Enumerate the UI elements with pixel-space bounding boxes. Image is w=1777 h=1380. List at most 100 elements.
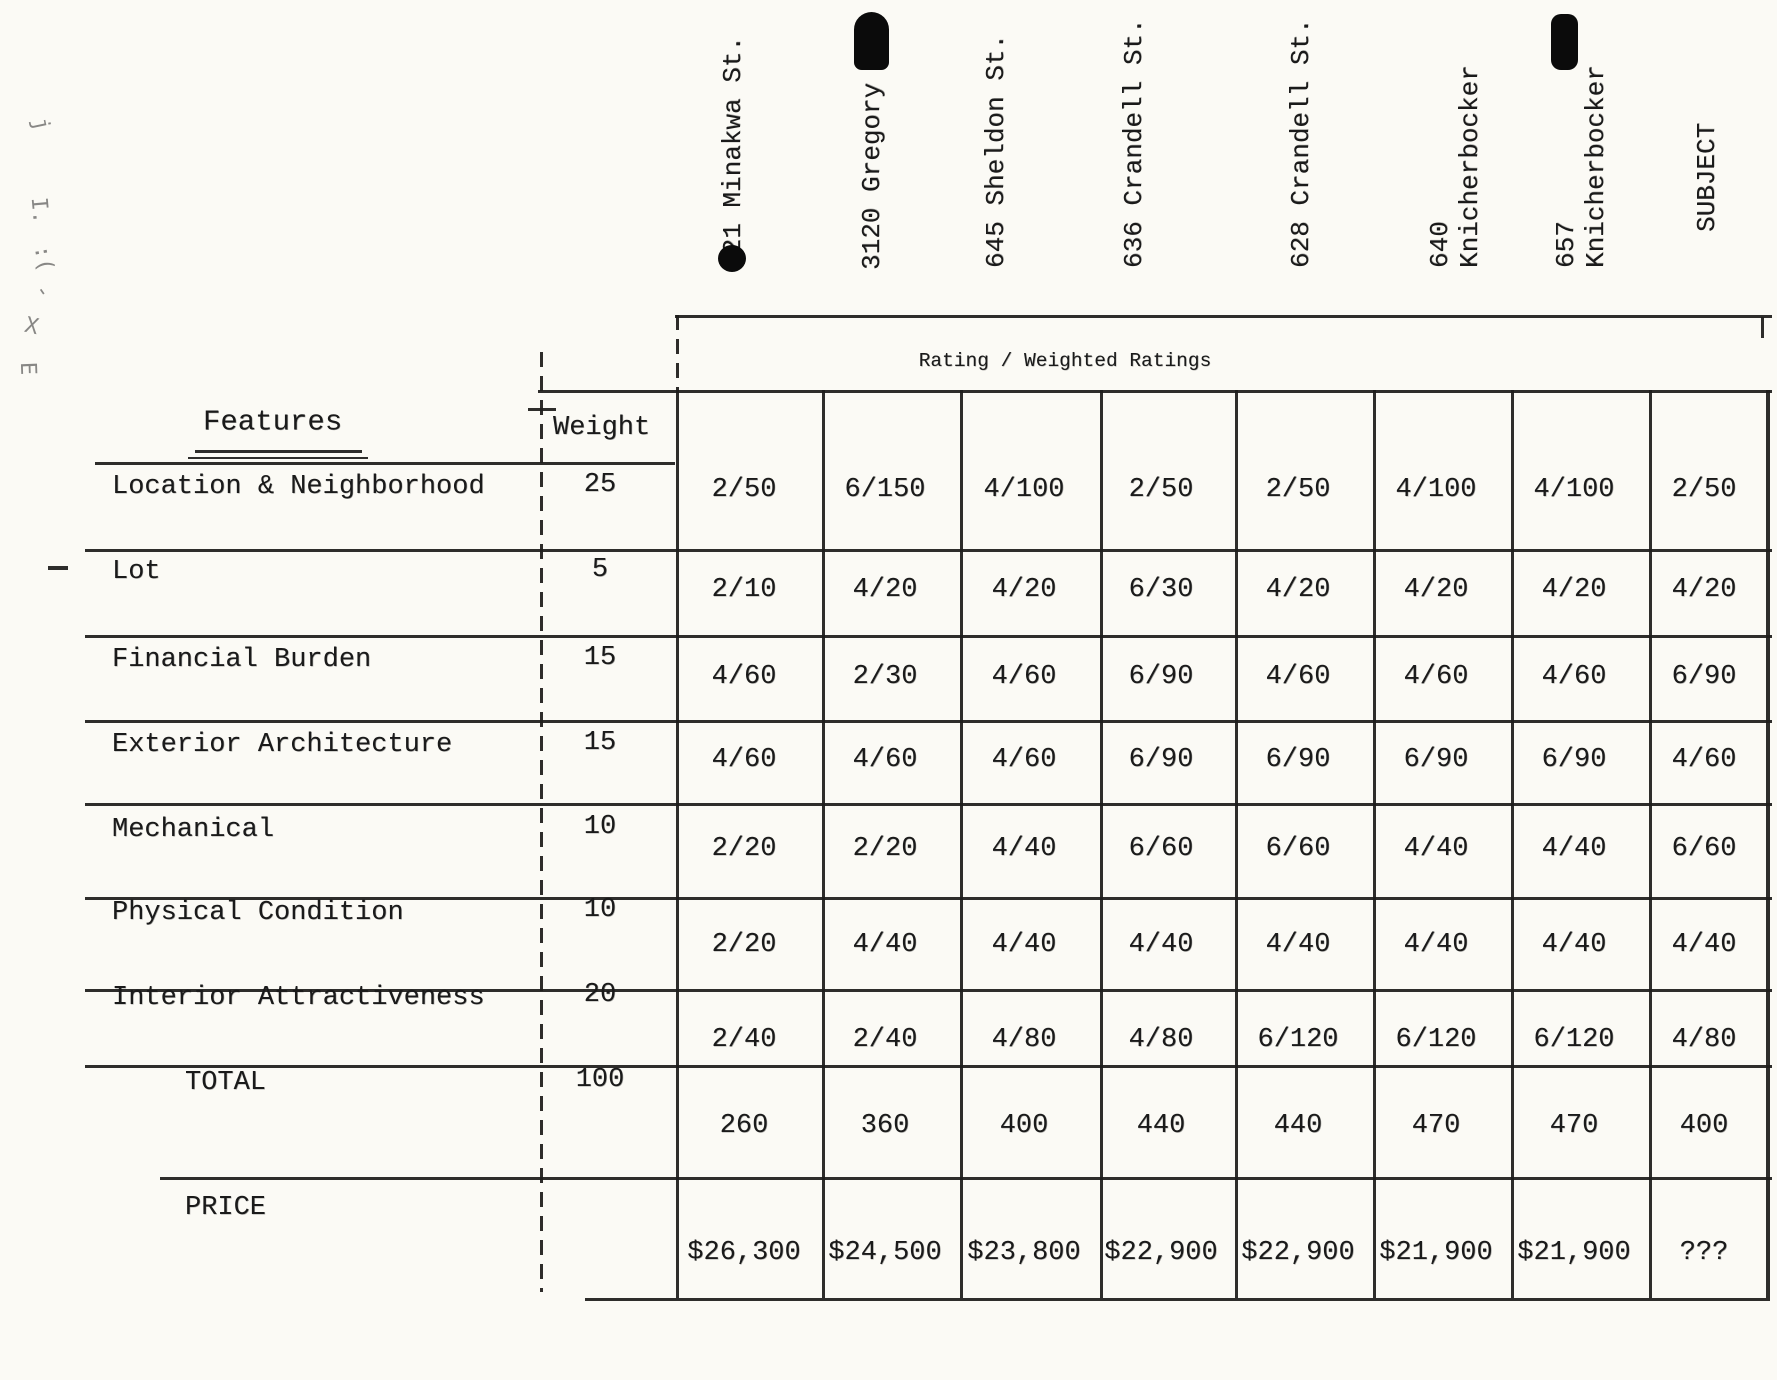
rating-cell: 4/20: [1541, 575, 1607, 605]
margin-mark: E: [14, 361, 41, 376]
rating-cell: 6/60: [1671, 834, 1737, 864]
total-cell: 470: [1411, 1111, 1461, 1141]
column-header: 636 Crandell St.: [1119, 18, 1149, 268]
grid-line: [960, 390, 963, 1298]
rating-cell: 4/60: [711, 745, 777, 775]
rating-cell: 4/60: [991, 662, 1057, 692]
rating-cell: 6/90: [1671, 662, 1737, 692]
rating-cell: 6/90: [1541, 745, 1607, 775]
rating-cell: 4/40: [1541, 834, 1607, 864]
rating-cell: 4/80: [991, 1025, 1057, 1055]
redaction-mark: [718, 245, 746, 272]
rating-cell: 4/40: [1128, 930, 1194, 960]
grid-line: [538, 390, 1772, 393]
rating-cell: 4/40: [1541, 930, 1607, 960]
rating-cell: 6/150: [844, 475, 926, 505]
rating-cell: 6/90: [1128, 662, 1194, 692]
rating-cell: 2/50: [1671, 475, 1737, 505]
grid-line: [85, 989, 1772, 992]
feature-label: Interior Attractiveness: [112, 983, 485, 1013]
feature-label: Financial Burden: [112, 645, 372, 675]
weight-value: 25: [583, 470, 617, 500]
grid-line: [188, 457, 368, 459]
total-weight: 100: [575, 1065, 625, 1095]
column-header: 645 Sheldon St.: [981, 33, 1011, 268]
rating-cell: 6/120: [1533, 1025, 1615, 1055]
features-header: Features: [203, 405, 343, 439]
rating-cell: 2/50: [711, 475, 777, 505]
price-cell: $22,900: [1241, 1238, 1355, 1268]
grid-line: [675, 315, 1772, 318]
grid-line: [1235, 390, 1238, 1298]
rating-cell: 6/90: [1128, 745, 1194, 775]
rating-cell: 2/30: [852, 662, 918, 692]
rating-cell: 2/10: [711, 575, 777, 605]
total-cell: 470: [1549, 1111, 1599, 1141]
grid-line: [85, 1065, 1772, 1068]
price-cell: ???: [1679, 1238, 1729, 1268]
rating-cell: 2/20: [711, 834, 777, 864]
weight-value: 10: [583, 895, 617, 925]
rating-cell: 4/80: [1128, 1025, 1194, 1055]
weight-value: 10: [583, 812, 617, 842]
grid-line: [195, 450, 362, 453]
column-header: 628 Crandell St.: [1286, 18, 1316, 268]
total-cell: 440: [1136, 1111, 1186, 1141]
price-cell: $24,500: [828, 1238, 942, 1268]
grid-line: [676, 315, 679, 392]
rating-cell: 4/20: [991, 575, 1057, 605]
rating-cell: 4/20: [1671, 575, 1737, 605]
rating-cell: 6/120: [1395, 1025, 1477, 1055]
feature-label: Location & Neighborhood: [112, 472, 485, 502]
rating-cell: 2/50: [1265, 475, 1331, 505]
rating-cell: 4/80: [1671, 1025, 1737, 1055]
redaction-mark: [1551, 14, 1578, 70]
redaction-mark: [854, 12, 889, 70]
grid-line: [85, 803, 1772, 806]
weight-header: Weight: [553, 413, 651, 443]
rating-cell: 4/60: [1403, 662, 1469, 692]
grid-line: [1511, 390, 1514, 1298]
rating-cell: 6/120: [1257, 1025, 1339, 1055]
rating-cell: 6/30: [1128, 575, 1194, 605]
feature-label: Physical Condition: [112, 898, 404, 928]
grid-line: [1100, 390, 1103, 1298]
grid-line: [1649, 390, 1652, 1298]
rating-cell: 2/40: [711, 1025, 777, 1055]
rating-cell: 6/60: [1128, 834, 1194, 864]
column-header: SUBJECT: [1692, 122, 1722, 232]
feature-label: Exterior Architecture: [112, 730, 453, 760]
rating-cell: 4/60: [852, 745, 918, 775]
feature-label: Lot: [112, 557, 161, 587]
rating-cell: 4/20: [1265, 575, 1331, 605]
column-header: 640 Knicherbocker: [1425, 65, 1485, 268]
rating-cell: 4/60: [991, 745, 1057, 775]
grid-line: [85, 549, 1772, 552]
grid-line: [95, 462, 675, 465]
grid-line: [540, 352, 543, 1292]
grid-line: [1766, 390, 1770, 1298]
grid-line: [585, 1298, 1770, 1301]
rating-cell: 4/40: [1403, 930, 1469, 960]
rating-cell: 4/40: [991, 834, 1057, 864]
total-cell: 360: [860, 1111, 910, 1141]
margin-mark: -: [28, 278, 57, 305]
grid-line: [160, 1177, 1772, 1180]
price-cell: $23,800: [967, 1238, 1081, 1268]
feature-label: Mechanical: [112, 815, 275, 845]
total-cell: 400: [1679, 1111, 1729, 1141]
rating-cell: 2/50: [1128, 475, 1194, 505]
weight-value: 15: [583, 643, 617, 673]
grid-line: [85, 720, 1772, 723]
grid-line: [85, 897, 1772, 900]
total-cell: 260: [719, 1111, 769, 1141]
rating-cell: 2/40: [852, 1025, 918, 1055]
grid-line: [85, 635, 1772, 638]
rating-cell: 4/40: [1265, 930, 1331, 960]
rating-cell: 4/100: [1533, 475, 1615, 505]
grid-line: [822, 390, 825, 1298]
grid-line: [1373, 390, 1376, 1298]
margin-mark: I.: [25, 196, 53, 225]
margin-mark: j: [27, 115, 55, 134]
rating-cell: 4/40: [1671, 930, 1737, 960]
